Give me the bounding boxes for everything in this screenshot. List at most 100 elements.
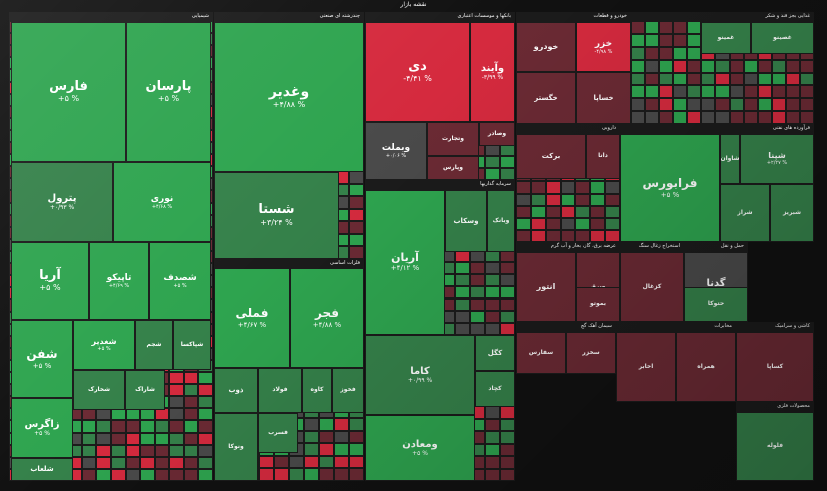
filler-block xyxy=(81,432,97,445)
tile-change: +۵ % xyxy=(412,450,428,457)
filler-block xyxy=(560,181,576,194)
tile-ذوب[interactable]: ذوب xyxy=(214,368,258,413)
tile-دی[interactable]: دی -۴/۴۱ % xyxy=(365,22,470,122)
tile-پارسان[interactable]: پارسان +۵ % xyxy=(126,22,211,162)
filler-block xyxy=(560,205,576,218)
tile-زاگرس[interactable]: زاگرس +۵ % xyxy=(11,398,73,458)
tile-شجم[interactable]: شجم xyxy=(135,320,173,370)
tile-اخابر[interactable]: اخابر xyxy=(616,332,676,402)
filler-block xyxy=(334,418,349,431)
tile-فخوز[interactable]: فخوز xyxy=(332,368,364,413)
tile-خساپا[interactable]: خساپا xyxy=(576,72,631,124)
tile-دانا[interactable]: دانا xyxy=(586,134,620,179)
tile-شراز[interactable]: شراز xyxy=(720,184,770,242)
filler-block xyxy=(771,85,786,99)
filler-block xyxy=(470,262,485,275)
filler-block xyxy=(289,468,304,481)
tile-خودرو[interactable]: خودرو xyxy=(516,22,576,72)
tile-کچاد[interactable]: کچاد xyxy=(475,371,515,407)
tile-وغدیر[interactable]: وغدیر +۴/۸۸ % xyxy=(214,22,364,172)
tile-آریا[interactable]: آریا +۵ % xyxy=(11,242,89,320)
tile-خگستر[interactable]: خگستر xyxy=(516,72,576,124)
tile-name: فولاد xyxy=(272,386,288,394)
tile-وتجارت[interactable]: وتجارت xyxy=(427,122,479,156)
filler-block xyxy=(125,456,141,469)
tile-شاوان[interactable]: شاوان xyxy=(720,134,740,184)
tile-شغدیر[interactable]: شغدیر +۵ % xyxy=(73,320,135,370)
filler-block xyxy=(96,408,111,421)
tile-نوری[interactable]: نوری +۴/۶۸ % xyxy=(113,162,211,242)
tile-وصادر[interactable]: وصادر xyxy=(479,122,515,146)
tile-name: وپارس xyxy=(443,163,463,171)
tile-کاما[interactable]: کاما +۰/۹۹ % xyxy=(365,335,475,415)
tile-آریان[interactable]: آریان +۴/۱۲ % xyxy=(365,190,445,335)
tile-وپارس[interactable]: وپارس xyxy=(427,156,479,180)
tile-name: شراز xyxy=(737,208,753,216)
tile-وآیند[interactable]: وآیند -۳/۹۹ % xyxy=(470,22,515,122)
tile-غصینو[interactable]: غصینو xyxy=(751,22,814,54)
tile-سخزر[interactable]: سخزر xyxy=(566,332,616,374)
filler-block xyxy=(349,455,364,469)
tile-برکت[interactable]: برکت xyxy=(516,134,586,179)
tile-کساپا[interactable]: کساپا xyxy=(736,332,814,402)
tile-تاپیکو[interactable]: تاپیکو +۴/۶۹ % xyxy=(89,242,149,320)
sector-label: استخراج زغال سنگ xyxy=(638,243,680,249)
filler-block xyxy=(659,98,674,112)
tile-وبانک[interactable]: وبانک xyxy=(487,190,515,252)
filler-block xyxy=(198,420,213,433)
filler-block xyxy=(125,444,141,457)
tile-شپنا[interactable]: شپنا +۲/۲۷ % xyxy=(740,134,814,184)
filler-block xyxy=(455,262,470,275)
tile-سفارس[interactable]: سفارس xyxy=(516,332,566,374)
tile-شلعاب[interactable]: شلعاب xyxy=(11,458,73,481)
filler-block xyxy=(560,193,576,206)
tile-همراه[interactable]: همراه xyxy=(676,332,736,402)
tile-انتور[interactable]: انتور xyxy=(516,252,576,322)
filler-block xyxy=(645,111,660,124)
filler-block xyxy=(743,85,758,99)
filler-block xyxy=(590,193,606,206)
tile-شاراک[interactable]: شاراک xyxy=(125,370,165,410)
tile-فسرب[interactable]: فسرب xyxy=(258,413,298,453)
filler-block xyxy=(590,217,606,230)
tile-ومعادن[interactable]: ومعادن +۵ % xyxy=(365,415,475,481)
tile-فلوله[interactable]: فلوله xyxy=(736,412,814,481)
filler-block xyxy=(154,456,170,469)
tile-وسکاب[interactable]: وسکاب xyxy=(445,190,487,252)
tile-شصدف[interactable]: شصدف +۵ % xyxy=(149,242,211,320)
tile-فجر[interactable]: فجر +۴/۸۸ % xyxy=(290,268,364,368)
filler-block xyxy=(81,444,97,457)
filler-block xyxy=(757,111,772,124)
filler-block xyxy=(631,33,646,47)
tile-خزر[interactable]: خزر -۴/۹۸ % xyxy=(576,22,631,72)
sector-7: غذایی بجز قند و شکر غصینو غمینو xyxy=(631,12,814,124)
filler-block xyxy=(304,418,319,431)
tile-کگل[interactable]: کگل xyxy=(475,335,515,371)
sector-label: خودرو و قطعات xyxy=(593,13,627,19)
tile-فارس[interactable]: فارس +۵ % xyxy=(11,22,126,162)
tile-حتوکا[interactable]: حتوکا xyxy=(684,287,748,322)
tile-فرابورس[interactable]: فرابورس +۵ % xyxy=(620,134,720,242)
tile-فولاد[interactable]: فولاد xyxy=(258,368,302,413)
tile-وبملت[interactable]: وبملت +۰/۰۶ % xyxy=(365,122,427,180)
filler-block xyxy=(169,408,184,421)
tile-فملی[interactable]: فملی +۴/۶۷ % xyxy=(214,268,290,368)
sector-15: کاشی و سرامیک کساپا xyxy=(736,322,814,402)
tile-پترول[interactable]: پترول +۰/۹۳ % xyxy=(11,162,113,242)
filler-block xyxy=(659,59,674,73)
tile-شخارک[interactable]: شخارک xyxy=(73,370,125,410)
tile-غمینو[interactable]: غمینو xyxy=(701,22,751,54)
filler-block xyxy=(516,181,531,194)
tile-شستا[interactable]: شستا +۳/۲۴ % xyxy=(214,172,339,259)
filler-block xyxy=(799,72,814,86)
tile-شپاکسا[interactable]: شپاکسا xyxy=(173,320,211,370)
tile-شبریز[interactable]: شبریز xyxy=(770,184,814,242)
tile-بموتو[interactable]: بموتو xyxy=(576,287,620,322)
tile-کزغال[interactable]: کزغال xyxy=(620,252,684,322)
filler-block xyxy=(500,322,515,335)
filler-block xyxy=(785,72,800,86)
tile-شفن[interactable]: شفن +۵ % xyxy=(11,320,73,398)
tile-کاوه[interactable]: کاوه xyxy=(302,368,332,413)
filler-block xyxy=(349,183,364,197)
tile-ونوکا[interactable]: ونوکا xyxy=(214,413,258,481)
